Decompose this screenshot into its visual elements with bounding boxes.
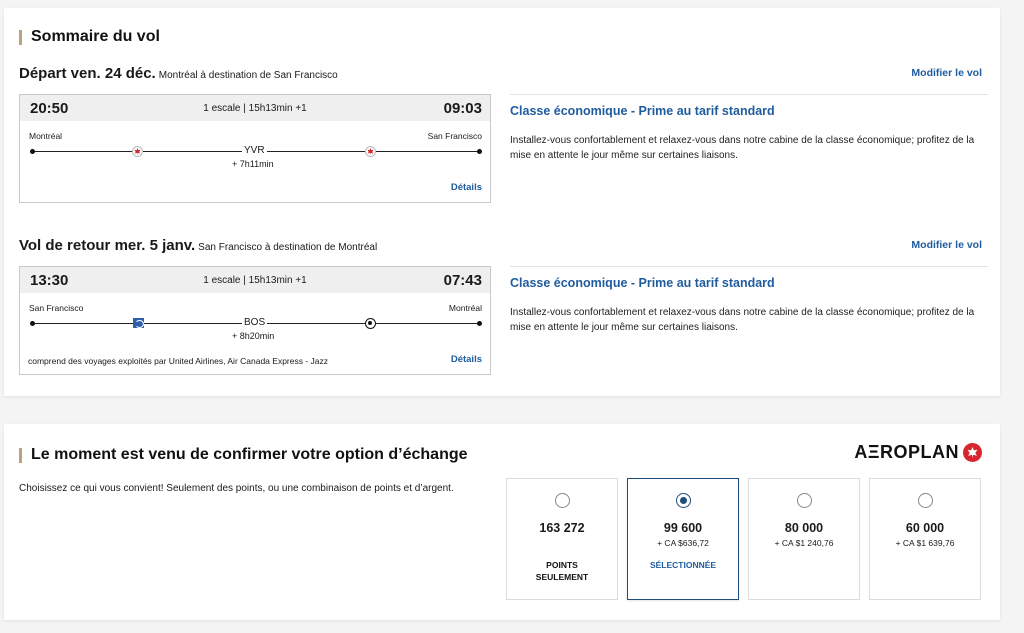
radio-button[interactable]	[918, 493, 933, 508]
inbound-origin: San Francisco	[29, 303, 84, 313]
option-points: 163 272	[539, 521, 585, 535]
option-points: 60 000	[905, 521, 945, 535]
radio-button[interactable]	[555, 493, 570, 508]
inbound-stop-code: BOS	[242, 317, 268, 328]
redeem-intro: Choisissez ce qui vous convient! Seuleme…	[19, 483, 454, 494]
destination-dot	[477, 149, 482, 154]
outbound-arrival-time: 09:03	[443, 100, 482, 117]
radio-button[interactable]	[676, 493, 691, 508]
inbound-fare-description: Installez-vous confortablement et relaxe…	[510, 307, 975, 333]
aeroplan-wordmark: AΞROPLAN	[854, 442, 959, 462]
option-80000[interactable]: 80 000 + CA $1 240,76	[748, 478, 860, 600]
option-points: 99 600	[663, 521, 703, 535]
outbound-flight-box: 20:50 1 escale | 15h13min +1 09:03 Montr…	[19, 94, 491, 203]
inbound-date: Vol de retour mer. 5 janv.	[19, 237, 196, 254]
outbound-origin: Montréal	[29, 131, 63, 141]
outbound-date: Départ ven. 24 déc.	[19, 65, 156, 82]
inbound-stops: 1 escale | 15h13min +1	[203, 275, 307, 286]
outbound-fare: Classe économique - Prime au tarif stand…	[510, 94, 988, 174]
flight-summary-card: Sommaire du vol Départ ven. 24 déc. Montr…	[4, 8, 1000, 396]
united-airlines-icon	[133, 318, 144, 328]
option-cash: + CA $1 639,76	[895, 538, 955, 548]
inbound-times-bar: 13:30 1 escale | 15h13min +1 07:43	[20, 267, 490, 293]
aeroplan-logo: AΞROPLAN	[854, 442, 982, 463]
outbound-fare-description: Installez-vous confortablement et relaxe…	[510, 135, 975, 161]
option-points-only[interactable]: 163 272 POINTS SEULEMENT	[506, 478, 618, 600]
option-selected[interactable]: 99 600 + CA $636,72 SÉLECTIONNÉE	[627, 478, 739, 600]
maple-leaf-icon	[963, 443, 982, 462]
outbound-fare-title: Classe économique - Prime au tarif stand…	[510, 104, 775, 118]
outbound-details-link[interactable]: Détails	[450, 182, 482, 193]
outbound-times-bar: 20:50 1 escale | 15h13min +1 09:03	[20, 95, 490, 121]
inbound-destination: Montréal	[448, 303, 482, 313]
option-cash: + CA $636,72	[657, 538, 709, 548]
option-60000[interactable]: 60 000 + CA $1 639,76	[869, 478, 981, 600]
inbound-fare-title: Classe économique - Prime au tarif stand…	[510, 276, 775, 290]
outbound-stop-duration: + 7h11min	[232, 159, 274, 169]
inbound-departure-time: 13:30	[30, 272, 69, 289]
inbound-route: San Francisco à destination de Montréal	[198, 242, 378, 253]
outbound-stops: 1 escale | 15h13min +1	[203, 103, 307, 114]
outbound-heading: Départ ven. 24 déc. Montréal à destinatio…	[19, 65, 338, 82]
outbound-route: Montréal à destination de San Francisco	[158, 70, 338, 81]
origin-dot	[30, 149, 35, 154]
redemption-card: Le moment est venu de confirmer votre op…	[4, 424, 1000, 620]
air-canada-icon	[132, 146, 143, 157]
modify-outbound-link[interactable]: Modifier le vol	[911, 67, 982, 79]
inbound-heading: Vol de retour mer. 5 janv. San Francisco …	[19, 237, 377, 254]
option-note: POINTS SEULEMENT	[535, 560, 589, 582]
jazz-icon	[365, 318, 376, 329]
summary-title: Sommaire du vol	[19, 28, 160, 46]
option-cash: + CA $1 240,76	[774, 538, 834, 548]
inbound-details-link[interactable]: Détails	[450, 354, 482, 365]
inbound-arrival-time: 07:43	[443, 272, 482, 289]
option-selected-label: SÉLECTIONNÉE	[649, 560, 717, 570]
air-canada-icon	[365, 146, 376, 157]
option-points: 80 000	[784, 521, 824, 535]
origin-dot	[30, 321, 35, 326]
redeem-title: Le moment est venu de confirmer votre op…	[19, 446, 468, 464]
outbound-stop-code: YVR	[242, 145, 267, 156]
outbound-destination: San Francisco	[427, 131, 482, 141]
outbound-departure-time: 20:50	[30, 100, 69, 117]
operated-by-note: comprend des voyages exploités par Unite…	[28, 356, 329, 366]
radio-button[interactable]	[797, 493, 812, 508]
inbound-stop-duration: + 8h20min	[232, 331, 275, 341]
modify-inbound-link[interactable]: Modifier le vol	[911, 239, 982, 251]
inbound-fare: Classe économique - Prime au tarif stand…	[510, 266, 988, 346]
destination-dot	[477, 321, 482, 326]
inbound-flight-box: 13:30 1 escale | 15h13min +1 07:43 San F…	[19, 266, 491, 375]
